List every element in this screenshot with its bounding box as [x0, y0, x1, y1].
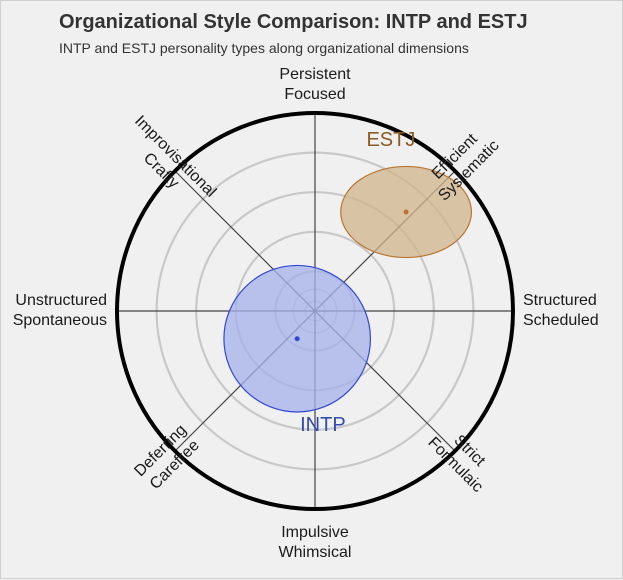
axis-label-4-0: Impulsive: [281, 524, 349, 541]
estj-label: ESTJ: [366, 129, 415, 151]
outer-ring: [115, 111, 515, 511]
estj-center-point: [403, 209, 409, 215]
axis-label-4-1: Whimsical: [279, 544, 352, 561]
intp-center-point: [294, 336, 300, 342]
axis-label-6-0: Unstructured: [15, 292, 107, 309]
axis-label-2-0: Structured: [523, 292, 597, 309]
axis-label-6-1: Spontaneous: [13, 312, 107, 329]
chart-subtitle: INTP and ESTJ personality types along or…: [59, 40, 469, 56]
axis-label-2-1: Scheduled: [523, 312, 599, 329]
axis-label-0-0: Persistent: [279, 66, 351, 83]
intp-label: INTP: [300, 414, 346, 436]
axis-label-0-1: Focused: [284, 86, 345, 103]
chart-title: Organizational Style Comparison: INTP an…: [59, 11, 528, 33]
